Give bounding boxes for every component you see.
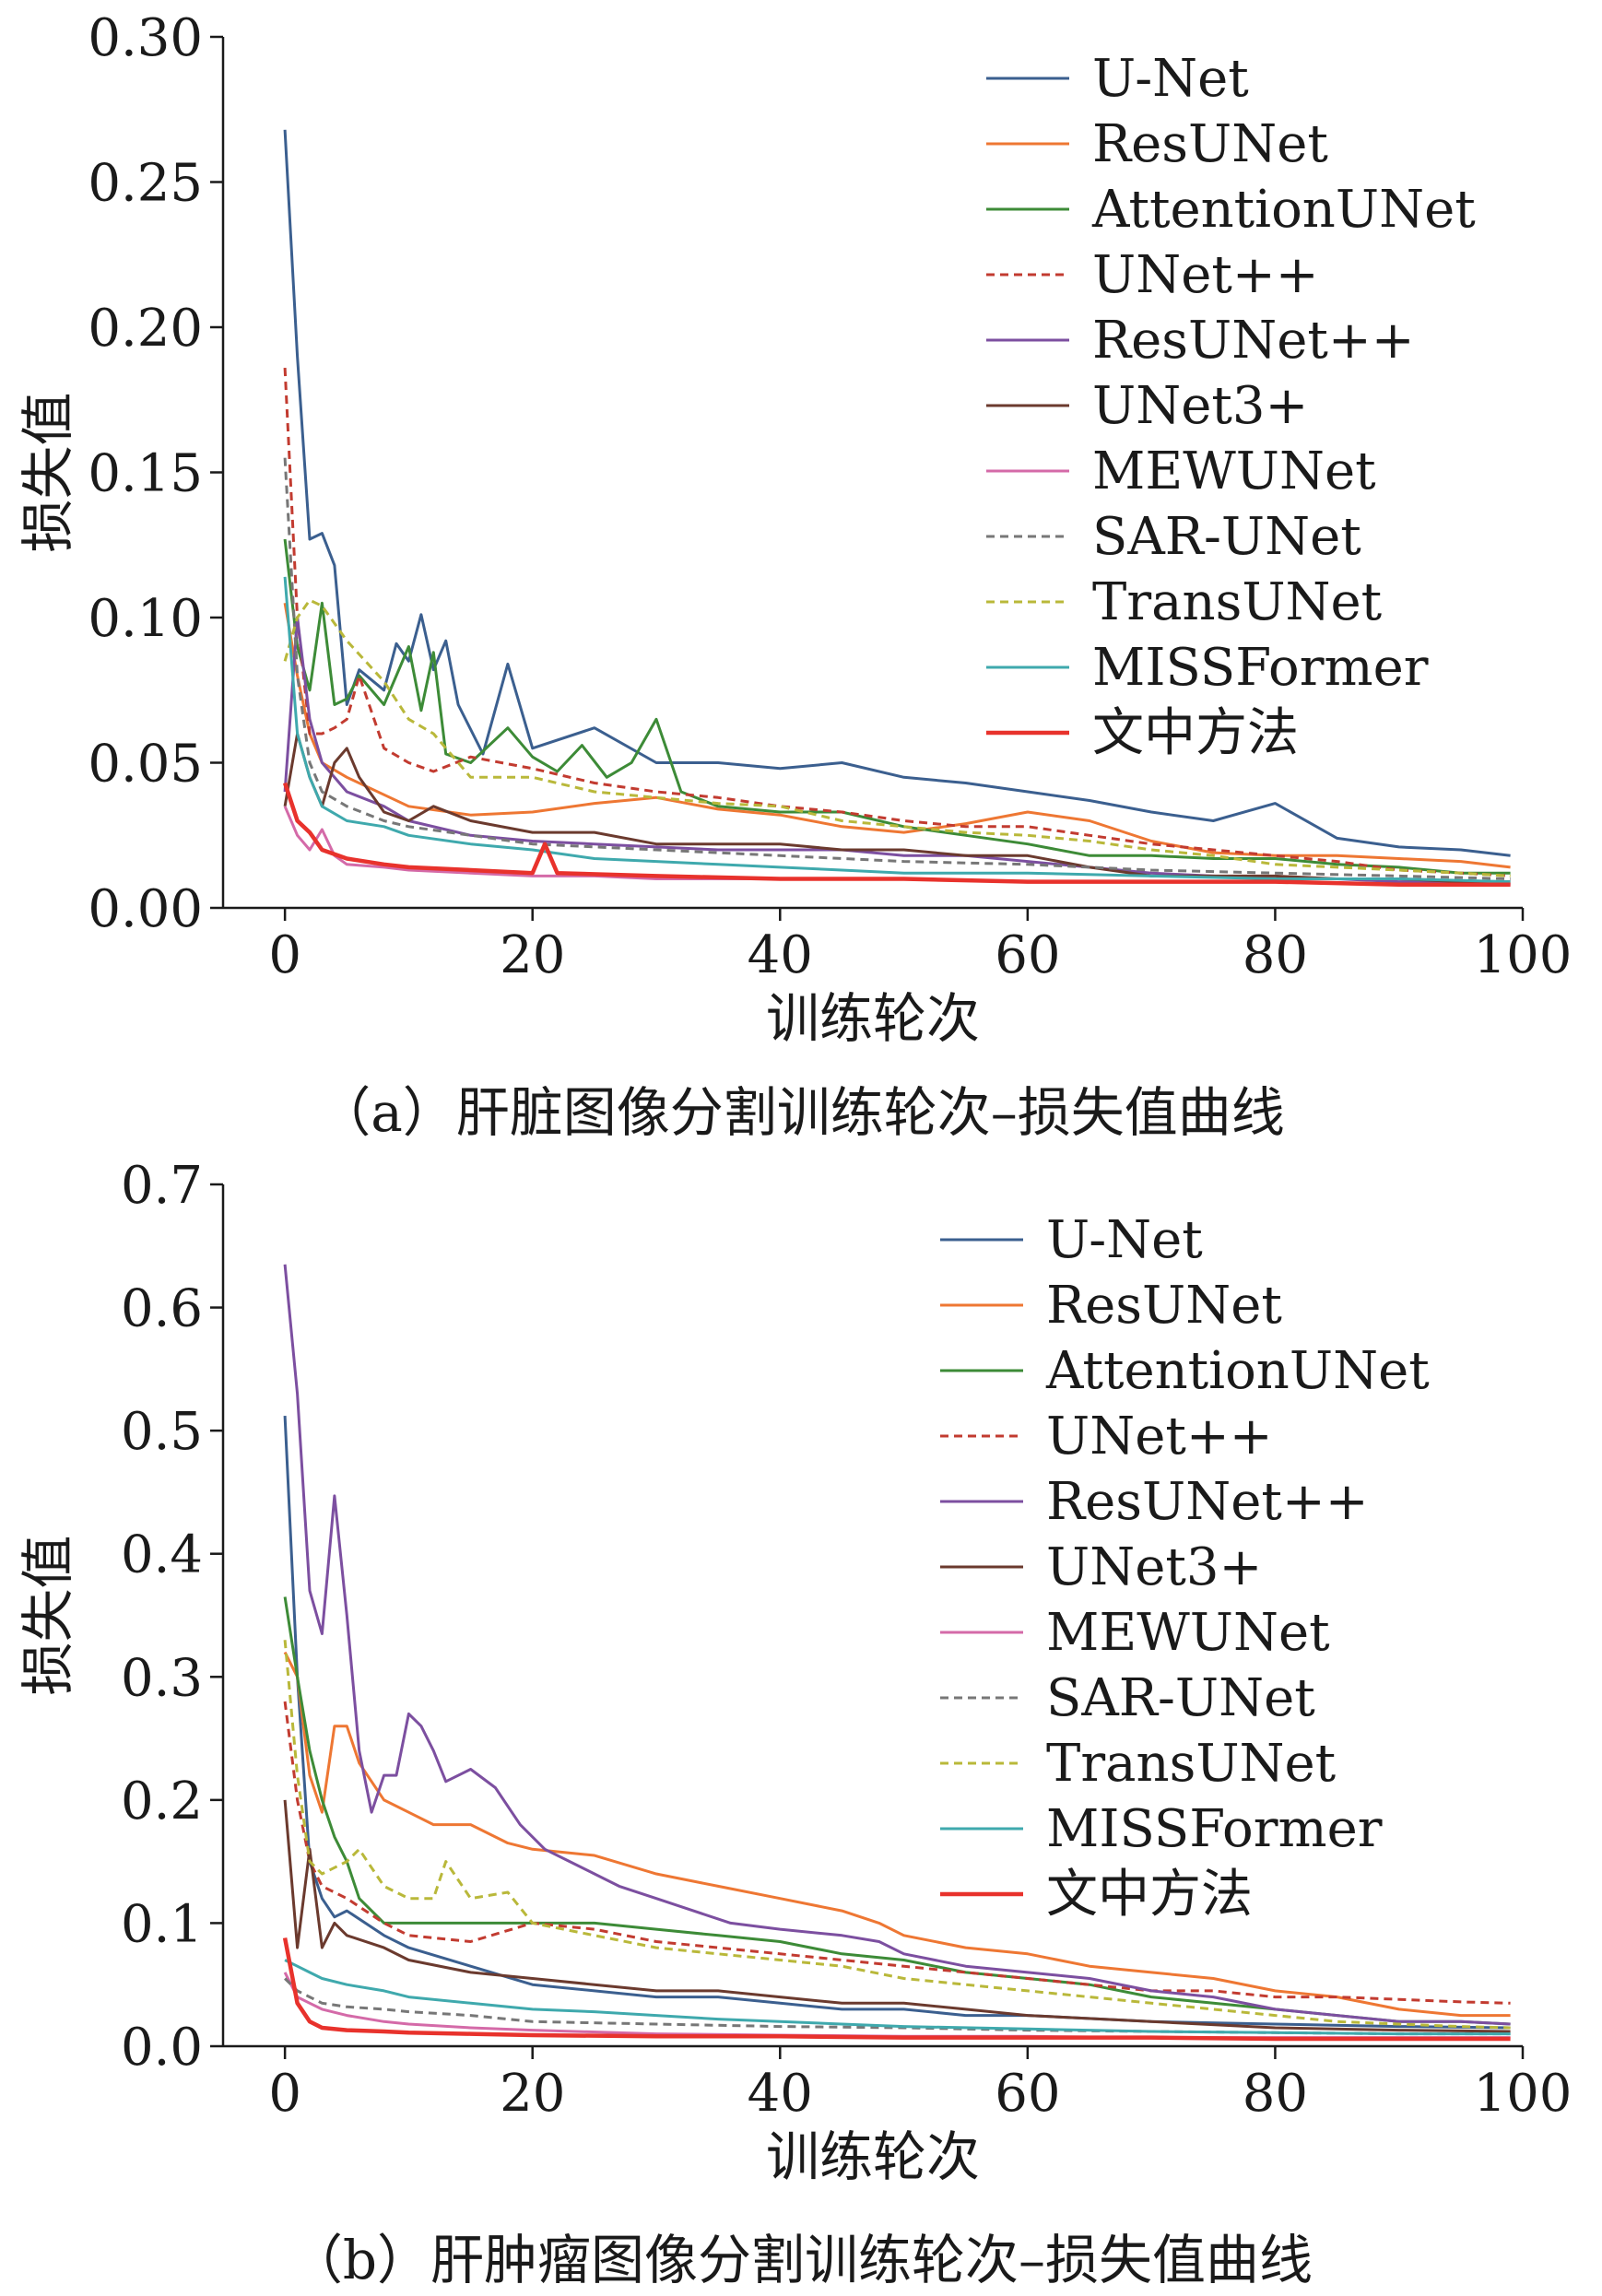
series-line-3 — [283, 368, 1511, 877]
y-axis-label: 损失值 — [17, 392, 79, 552]
legend-label: MISSFormer — [1046, 1799, 1383, 1859]
x-tick-label: 100 — [1474, 2064, 1573, 2124]
x-tick-label: 0 — [268, 925, 301, 985]
series-line-2 — [283, 1596, 1511, 2026]
chart-panel-a: 0.00 0.05 0.10 0.15 0.20 0.25 0.30 0 20 40 60 80 100… — [17, 8, 1573, 1144]
legend-label: UNet3+ — [1092, 376, 1308, 436]
legend-label: SAR-UNet — [1092, 507, 1361, 567]
chart-b-svg: 0.0 0.1 0.2 0.3 0.4 0.5 0.6 0.7 0 20 40 60 80 100 训练轮次… — [17, 1156, 1573, 2188]
legend-label: ResUNet++ — [1046, 1472, 1369, 1532]
legend-label: AttentionUNet — [1045, 1341, 1430, 1401]
x-tick-label: 100 — [1474, 925, 1573, 985]
series-line-9 — [284, 1959, 1511, 2036]
series-line-10 — [282, 782, 1511, 888]
series-line-2 — [283, 538, 1511, 875]
legend-label: AttentionUNet — [1091, 180, 1476, 240]
x-tick-label: 20 — [500, 925, 565, 985]
y-tick-label: 0.10 — [88, 589, 203, 649]
series-line-9 — [283, 576, 1511, 884]
y-tick-label: 0.15 — [88, 444, 203, 504]
legend-label: MEWUNet — [1092, 442, 1376, 501]
chart-a-svg: 0.00 0.05 0.10 0.15 0.20 0.25 0.30 0 20 40 60 80 100… — [17, 8, 1573, 1050]
chart-b-caption: （b）肝肿瘤图像分割训练轮次–损失值曲线 — [289, 2229, 1313, 2291]
legend-label: U-Net — [1046, 1210, 1203, 1270]
y-tick-label: 0.0 — [121, 2018, 203, 2078]
series-line-5 — [283, 732, 1511, 884]
y-tick-label: 0.6 — [121, 1279, 203, 1339]
legend-label: UNet++ — [1092, 245, 1319, 305]
y-tick-label: 0.7 — [121, 1156, 203, 1216]
series-line-1 — [283, 1651, 1511, 2018]
series-line-10 — [282, 1937, 1511, 2042]
y-axis-label: 损失值 — [17, 1535, 79, 1695]
x-tick-label: 60 — [995, 2064, 1060, 2124]
legend-label: UNet++ — [1046, 1407, 1273, 1466]
x-tick-label: 40 — [748, 2064, 813, 2124]
legend-label: UNet3+ — [1046, 1537, 1262, 1597]
legend-label: ResUNet — [1046, 1276, 1282, 1336]
x-tick-label: 80 — [1243, 925, 1308, 985]
x-axis-label: 训练轮次 — [766, 2125, 980, 2188]
legend-label: TransUNet — [1092, 572, 1383, 632]
y-tick-label: 0.25 — [88, 154, 203, 214]
y-tick-label: 0.30 — [88, 8, 203, 68]
x-tick-label: 60 — [995, 925, 1060, 985]
legend-label: MISSFormer — [1092, 638, 1429, 698]
legend-label: ResUNet++ — [1092, 311, 1415, 371]
legend-label: U-Net — [1092, 49, 1249, 109]
series-line-8 — [283, 1640, 1511, 2030]
legend-label: TransUNet — [1046, 1734, 1337, 1794]
x-tick-label: 40 — [748, 925, 813, 985]
y-tick-label: 0.4 — [121, 1525, 203, 1585]
series-line-8 — [283, 598, 1511, 877]
series-group — [282, 1264, 1511, 2042]
series-line-5 — [283, 1799, 1511, 2033]
x-tick-label: 20 — [500, 2064, 565, 2124]
x-tick-label: 80 — [1243, 2064, 1308, 2124]
y-tick-label: 0.20 — [88, 299, 203, 359]
legend-label: 文中方法 — [1092, 703, 1299, 763]
y-tick-label: 0.5 — [121, 1402, 203, 1462]
legend-label: 文中方法 — [1046, 1865, 1253, 1925]
legend-label: SAR-UNet — [1046, 1668, 1315, 1728]
legend-label: MEWUNet — [1046, 1603, 1330, 1663]
chart-a-caption: （a）肝脏图像分割训练轮次–损失值曲线 — [317, 1081, 1285, 1144]
y-tick-label: 0.2 — [121, 1772, 203, 1831]
x-axis-label: 训练轮次 — [766, 987, 980, 1050]
series-line-4 — [283, 1264, 1511, 2026]
y-tick-label: 0.1 — [121, 1894, 203, 1954]
series-line-7 — [283, 457, 1511, 880]
y-tick-label: 0.3 — [121, 1648, 203, 1708]
y-tick-label: 0.05 — [88, 735, 203, 795]
chart-panel-b: 0.0 0.1 0.2 0.3 0.4 0.5 0.6 0.7 0 20 40 60 80 100 训练轮次… — [0, 1148, 1602, 2296]
x-tick-label: 0 — [268, 2064, 301, 2124]
y-tick-label: 0.00 — [88, 879, 203, 939]
legend-label: ResUNet — [1092, 114, 1328, 174]
series-line-3 — [283, 1701, 1511, 2005]
series-group — [282, 129, 1511, 888]
series-line-1 — [283, 603, 1511, 869]
